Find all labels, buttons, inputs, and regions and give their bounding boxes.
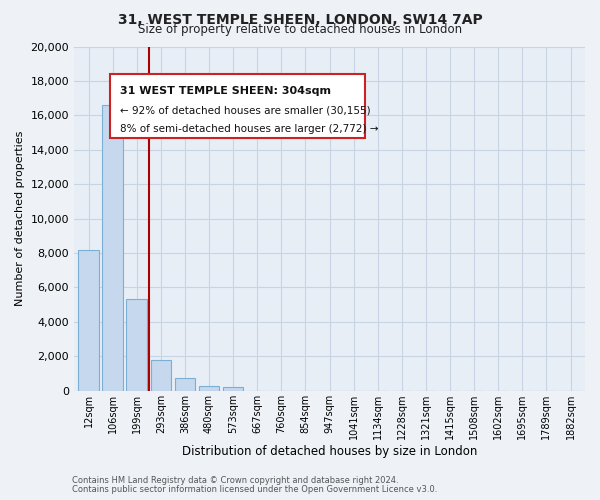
Text: Contains HM Land Registry data © Crown copyright and database right 2024.: Contains HM Land Registry data © Crown c… [72,476,398,485]
Bar [127,300,147,390]
Text: 31, WEST TEMPLE SHEEN, LONDON, SW14 7AP: 31, WEST TEMPLE SHEEN, LONDON, SW14 7AP [118,12,482,26]
FancyBboxPatch shape [110,74,365,138]
Text: 31 WEST TEMPLE SHEEN: 304sqm: 31 WEST TEMPLE SHEEN: 304sqm [120,86,331,96]
Bar [151,360,171,390]
Text: ← 92% of detached houses are smaller (30,155): ← 92% of detached houses are smaller (30… [120,105,371,115]
Bar [223,386,244,390]
Text: 8% of semi-detached houses are larger (2,772) →: 8% of semi-detached houses are larger (2… [120,124,379,134]
Bar [199,386,219,390]
Bar [103,105,123,391]
Bar [175,378,195,390]
Text: Contains public sector information licensed under the Open Government Licence v3: Contains public sector information licen… [72,485,437,494]
X-axis label: Distribution of detached houses by size in London: Distribution of detached houses by size … [182,444,477,458]
Text: Size of property relative to detached houses in London: Size of property relative to detached ho… [138,22,462,36]
Y-axis label: Number of detached properties: Number of detached properties [15,131,25,306]
Bar [78,250,99,390]
